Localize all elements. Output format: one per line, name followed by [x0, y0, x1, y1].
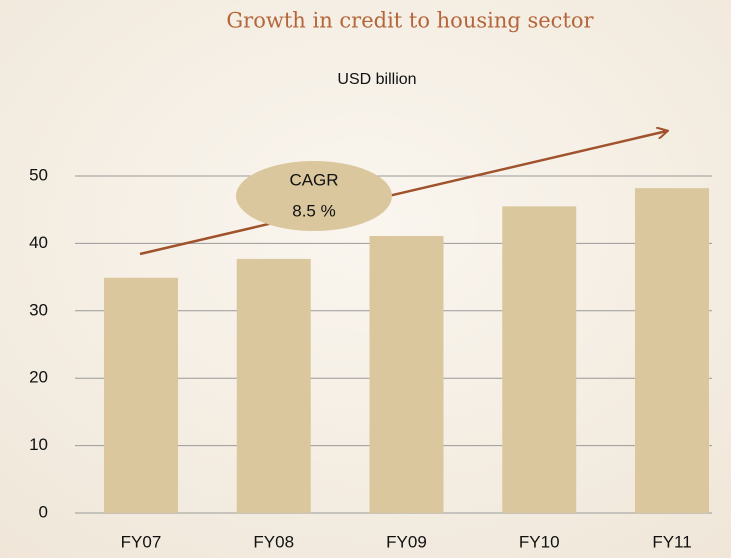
bar	[635, 188, 709, 513]
annotation: 8.5 %	[292, 201, 335, 220]
plot-area: 0 10 20 30 40 50 FY07 FY08 FY09 FY10 FY11	[29, 165, 712, 551]
y-tick-label: 30	[29, 300, 48, 319]
chart-subtitle: USD billion	[337, 71, 416, 88]
x-tick-label: FY09	[386, 532, 427, 551]
y-tick-label: 0	[39, 502, 48, 521]
bar	[104, 277, 178, 513]
bar	[236, 258, 311, 513]
chart-title: Growth in credit to housing sector	[226, 9, 594, 33]
x-tick-label: FY11	[652, 532, 691, 551]
trend-arrow	[139, 131, 667, 256]
x-tick-label: FY08	[253, 532, 294, 551]
y-tick-label: 10	[29, 435, 48, 454]
y-tick-label: 40	[29, 233, 48, 252]
cagr-bubble	[236, 161, 392, 231]
y-tick-label: 50	[29, 165, 48, 184]
annotation: CAGR	[289, 170, 338, 189]
x-tick-label: FY07	[121, 532, 162, 551]
bar	[369, 235, 444, 513]
bar	[502, 206, 577, 513]
y-tick-label: 20	[29, 368, 48, 387]
annotation-layer: CAGR 8.5 %	[139, 131, 667, 256]
x-tick-label: FY10	[519, 532, 560, 551]
